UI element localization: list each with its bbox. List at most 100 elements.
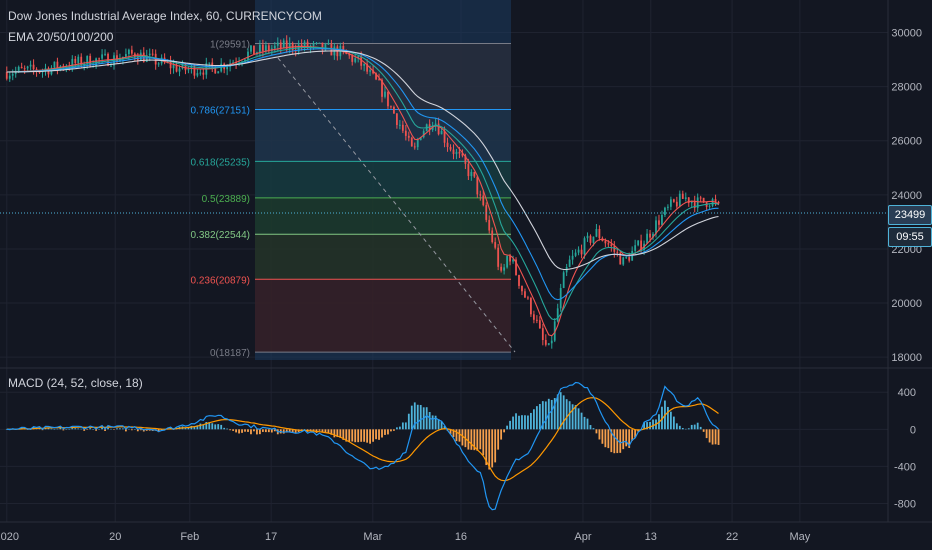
macd-histogram-bar bbox=[568, 401, 571, 430]
candle-body bbox=[398, 124, 401, 126]
macd-histogram-bar bbox=[699, 426, 702, 430]
macd-histogram-bar bbox=[553, 398, 556, 430]
candle-body bbox=[568, 259, 571, 267]
macd-histogram-bar bbox=[589, 425, 592, 430]
candle-body bbox=[321, 42, 324, 51]
macd-histogram-bar bbox=[476, 429, 479, 451]
macd-histogram-bar bbox=[145, 429, 148, 431]
candle-body bbox=[193, 65, 196, 76]
fib-level-label: 0.382(22544) bbox=[191, 230, 251, 241]
macd-histogram-bar bbox=[515, 413, 517, 430]
candle-body bbox=[547, 343, 550, 345]
macd-histogram-bar bbox=[613, 429, 616, 454]
macd-histogram-bar bbox=[235, 429, 237, 433]
candle-body bbox=[717, 201, 720, 204]
candle-body bbox=[130, 49, 133, 54]
macd-histogram-bar bbox=[497, 429, 500, 450]
macd-histogram-bar bbox=[244, 429, 246, 432]
candle-body bbox=[652, 233, 654, 238]
macd-histogram-bar bbox=[491, 429, 494, 468]
time-tick-label: 13 bbox=[645, 531, 657, 543]
candle-body bbox=[354, 58, 357, 62]
macd-histogram-bar bbox=[643, 422, 645, 430]
macd-histogram-bar bbox=[616, 429, 619, 454]
macd-histogram-bar bbox=[592, 428, 595, 430]
macd-tick-label: 400 bbox=[898, 387, 916, 399]
macd-histogram-bar bbox=[363, 429, 366, 442]
candle-body bbox=[556, 308, 559, 322]
candle-body bbox=[440, 131, 443, 135]
macd-histogram-bar bbox=[419, 404, 422, 430]
fib-zone bbox=[255, 197, 511, 235]
macd-histogram-bar bbox=[634, 429, 637, 438]
candle-body bbox=[8, 75, 11, 79]
macd-histogram-bar bbox=[672, 416, 675, 430]
candle-body bbox=[23, 68, 26, 70]
macd-histogram-bar bbox=[675, 423, 678, 430]
candle-body bbox=[550, 340, 553, 344]
macd-histogram-bar bbox=[47, 427, 50, 430]
macd-histogram-bar bbox=[425, 407, 428, 430]
macd-histogram-bar bbox=[318, 429, 321, 431]
fib-zone bbox=[255, 109, 511, 162]
candle-body bbox=[208, 62, 211, 64]
macd-histogram-bar bbox=[309, 429, 312, 431]
candle-body bbox=[592, 236, 595, 243]
macd-histogram-bar bbox=[259, 429, 261, 435]
fib-trend-line[interactable] bbox=[277, 57, 516, 353]
macd-histogram-bar bbox=[68, 429, 71, 430]
fib-level-label: 0.618(25235) bbox=[191, 157, 251, 168]
macd-histogram-bar bbox=[509, 420, 511, 430]
macd-histogram-bar bbox=[500, 429, 503, 440]
candle-body bbox=[300, 44, 303, 48]
candle-body bbox=[199, 72, 202, 74]
macd-histogram-bar bbox=[220, 424, 223, 430]
candle-body bbox=[303, 41, 306, 48]
candle-body bbox=[127, 49, 130, 55]
candle-body bbox=[479, 194, 482, 196]
macd-histogram-bar bbox=[494, 429, 497, 463]
candle-body bbox=[410, 137, 413, 147]
candle-body bbox=[524, 291, 526, 298]
macd-histogram-bar bbox=[696, 422, 699, 430]
candle-body bbox=[250, 45, 252, 52]
macd-histogram-bar bbox=[193, 426, 196, 430]
candle-body bbox=[214, 66, 217, 74]
candle-body bbox=[473, 171, 476, 177]
candle-body bbox=[598, 228, 601, 239]
ema-indicator-label[interactable]: EMA 20/50/100/200 bbox=[8, 30, 114, 44]
candle-body bbox=[38, 71, 41, 73]
candle-body bbox=[119, 59, 121, 62]
macd-histogram-bar bbox=[479, 429, 482, 450]
macd-histogram-bar bbox=[449, 429, 452, 435]
macd-histogram-bar bbox=[74, 428, 77, 430]
candle-body bbox=[574, 252, 577, 256]
macd-histogram-bar bbox=[223, 427, 226, 430]
candle-body bbox=[101, 54, 103, 59]
macd-histogram-bar bbox=[404, 422, 407, 430]
macd-histogram-bar bbox=[139, 429, 142, 431]
candle-body bbox=[589, 235, 592, 243]
candle-body bbox=[464, 155, 467, 164]
candle-body bbox=[452, 149, 455, 155]
countdown-badge: 09:55 bbox=[888, 227, 932, 247]
candle-body bbox=[532, 314, 535, 320]
candle-body bbox=[446, 142, 449, 147]
candle-body bbox=[29, 64, 32, 67]
candle-body bbox=[538, 320, 541, 329]
candle-body bbox=[104, 53, 106, 55]
candle-body bbox=[714, 199, 717, 202]
time-axis[interactable]: 202020Feb17Mar16Apr1322May bbox=[0, 531, 811, 543]
macd-histogram-bar bbox=[336, 429, 339, 438]
macd-axis[interactable]: 400 0 -400 -800 bbox=[894, 387, 916, 510]
candle-body bbox=[136, 57, 139, 61]
macd-histogram-bar bbox=[62, 429, 65, 431]
macd-indicator-label[interactable]: MACD (24, 52, close, 18) bbox=[8, 376, 143, 390]
candle-body bbox=[640, 240, 643, 250]
macd-histogram-bar bbox=[187, 427, 190, 430]
macd-histogram-bar bbox=[98, 428, 100, 430]
candle-body bbox=[211, 62, 214, 67]
